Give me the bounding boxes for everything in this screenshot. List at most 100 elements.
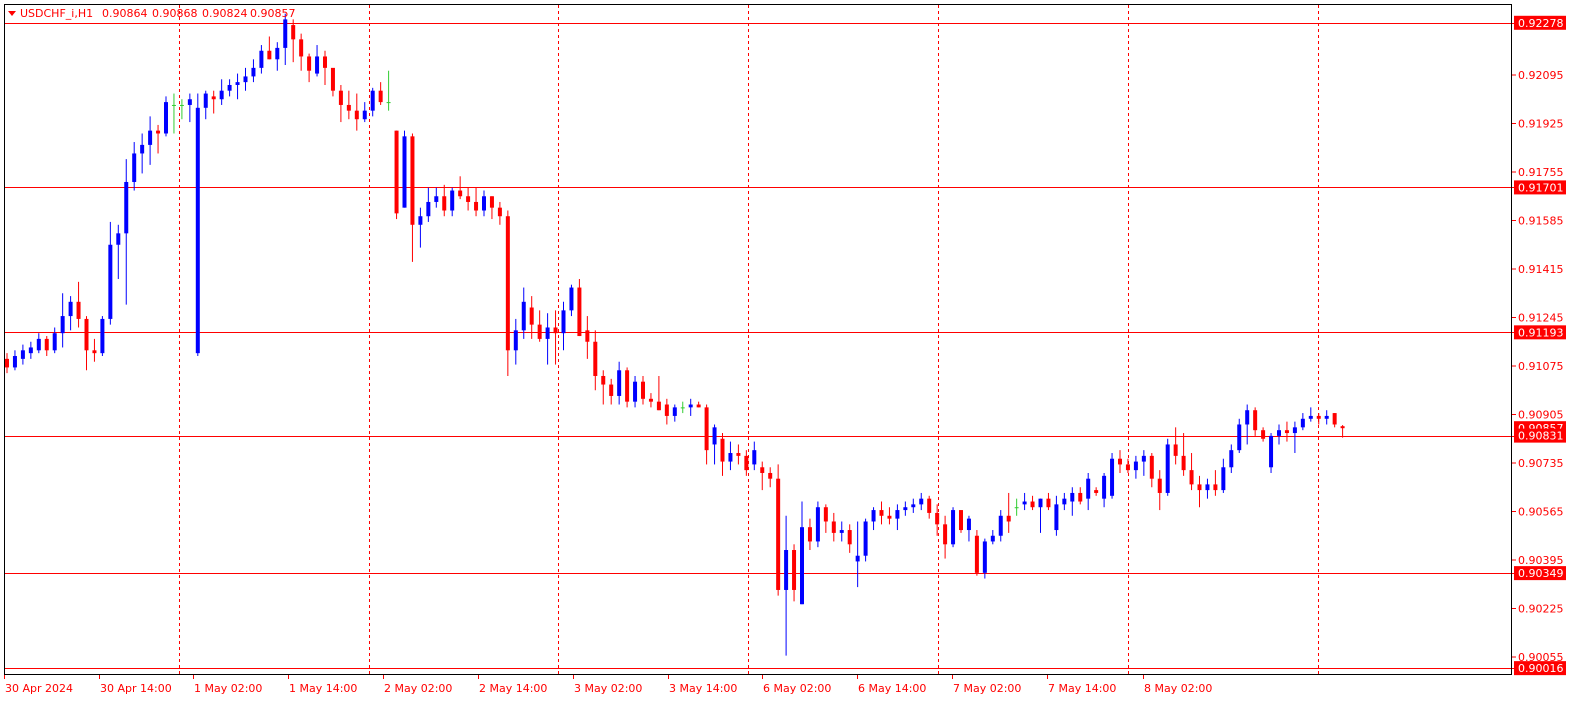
time-tick-label: 1 May 02:00 — [194, 682, 262, 695]
candle-body — [442, 196, 447, 211]
candle-body — [633, 381, 638, 402]
candle — [291, 19, 296, 63]
candle-body — [982, 541, 987, 573]
candle — [1316, 413, 1321, 425]
candle — [990, 530, 995, 545]
candle-body — [609, 384, 614, 396]
candle — [179, 99, 184, 120]
candle — [784, 515, 789, 656]
candle — [482, 190, 486, 217]
candle — [1173, 427, 1178, 465]
candle-body — [879, 510, 884, 516]
candle-body — [235, 82, 240, 85]
candle-body — [951, 510, 956, 545]
level-price-label[interactable]: 0.91701 — [1514, 180, 1566, 195]
price-tick-label: 0.90225 — [1518, 603, 1564, 616]
candle — [966, 515, 971, 542]
candle — [1277, 424, 1281, 445]
candle — [776, 464, 781, 596]
candle — [323, 50, 327, 85]
candle — [951, 507, 956, 548]
candle-body — [1006, 515, 1011, 522]
candle — [1110, 453, 1115, 499]
level-price-label-text: 0.91701 — [1518, 181, 1564, 194]
candle — [1197, 475, 1202, 508]
candlestick-series — [5, 13, 1345, 656]
candle — [108, 221, 113, 325]
time-tick-label: 1 May 14:00 — [289, 682, 357, 695]
candle-body — [474, 201, 479, 211]
candle-body — [1157, 478, 1162, 493]
candle — [410, 133, 415, 262]
candle — [370, 87, 375, 117]
candle-body — [116, 233, 121, 245]
level-price-label[interactable]: 0.90831 — [1514, 428, 1566, 443]
candle — [561, 301, 566, 351]
candle — [903, 501, 908, 516]
candle — [92, 338, 97, 362]
candle — [998, 510, 1003, 542]
candle-body — [267, 50, 272, 60]
candle-body — [1205, 484, 1210, 491]
candle — [243, 67, 248, 91]
candle — [84, 316, 89, 371]
candle — [577, 278, 582, 337]
candle-body — [378, 90, 383, 103]
candle-body — [792, 550, 797, 590]
candle-body — [903, 507, 908, 511]
candle-body — [529, 307, 534, 325]
candle-body — [1261, 430, 1266, 439]
candle — [76, 281, 81, 328]
level-price-label-text: 0.90016 — [1518, 662, 1564, 675]
candle-body — [593, 341, 598, 376]
candle-body — [1173, 444, 1178, 456]
candle-body — [1332, 413, 1337, 425]
candle — [60, 293, 65, 348]
candle-body — [704, 407, 709, 451]
candle-body — [505, 216, 510, 351]
price-tick-label: 0.91755 — [1518, 166, 1564, 179]
candle — [132, 142, 137, 191]
candle-body — [1070, 492, 1075, 502]
candle-body — [84, 318, 89, 351]
candle-body — [92, 350, 97, 354]
candle — [1261, 427, 1266, 442]
candle — [497, 201, 502, 225]
candle — [664, 398, 669, 425]
candle-body — [712, 427, 717, 445]
level-price-label[interactable]: 0.92278 — [1514, 15, 1566, 30]
price-tick-label: 0.91585 — [1518, 215, 1564, 228]
level-price-label[interactable]: 0.91193 — [1514, 325, 1566, 340]
candle-body — [776, 478, 781, 590]
candle-body — [863, 521, 868, 556]
candle-body — [1324, 415, 1329, 419]
time-tick-label: 30 Apr 2024 — [5, 682, 73, 695]
candle-body — [283, 19, 288, 48]
candle-body — [1237, 424, 1242, 451]
chevron-down-icon[interactable] — [8, 11, 16, 16]
candle-body — [466, 196, 471, 202]
price-tick-label: 0.90905 — [1518, 409, 1564, 422]
level-price-label[interactable]: 0.90349 — [1514, 566, 1566, 581]
candle-body — [458, 190, 463, 197]
price-tick-label: 0.91245 — [1518, 312, 1564, 325]
candle — [219, 79, 224, 105]
candle-body — [1316, 415, 1321, 419]
ohlc-open: 0.90864 — [102, 7, 148, 20]
candle-body — [696, 404, 701, 408]
candle-body — [1078, 492, 1083, 502]
candle — [807, 518, 812, 551]
candle-body — [1054, 504, 1059, 531]
candle — [863, 518, 868, 562]
candle — [171, 93, 176, 134]
candle — [760, 461, 765, 491]
candle-body — [839, 530, 844, 533]
candle-body — [752, 450, 757, 465]
level-price-label[interactable]: 0.90016 — [1514, 661, 1566, 676]
candle — [426, 187, 431, 222]
candle — [1340, 425, 1345, 438]
candle — [1125, 458, 1130, 473]
candle-body — [211, 96, 216, 100]
price-axis: 0.92095 0.91925 0.91755 0.91585 0.91415 0.912… — [1512, 69, 1564, 664]
